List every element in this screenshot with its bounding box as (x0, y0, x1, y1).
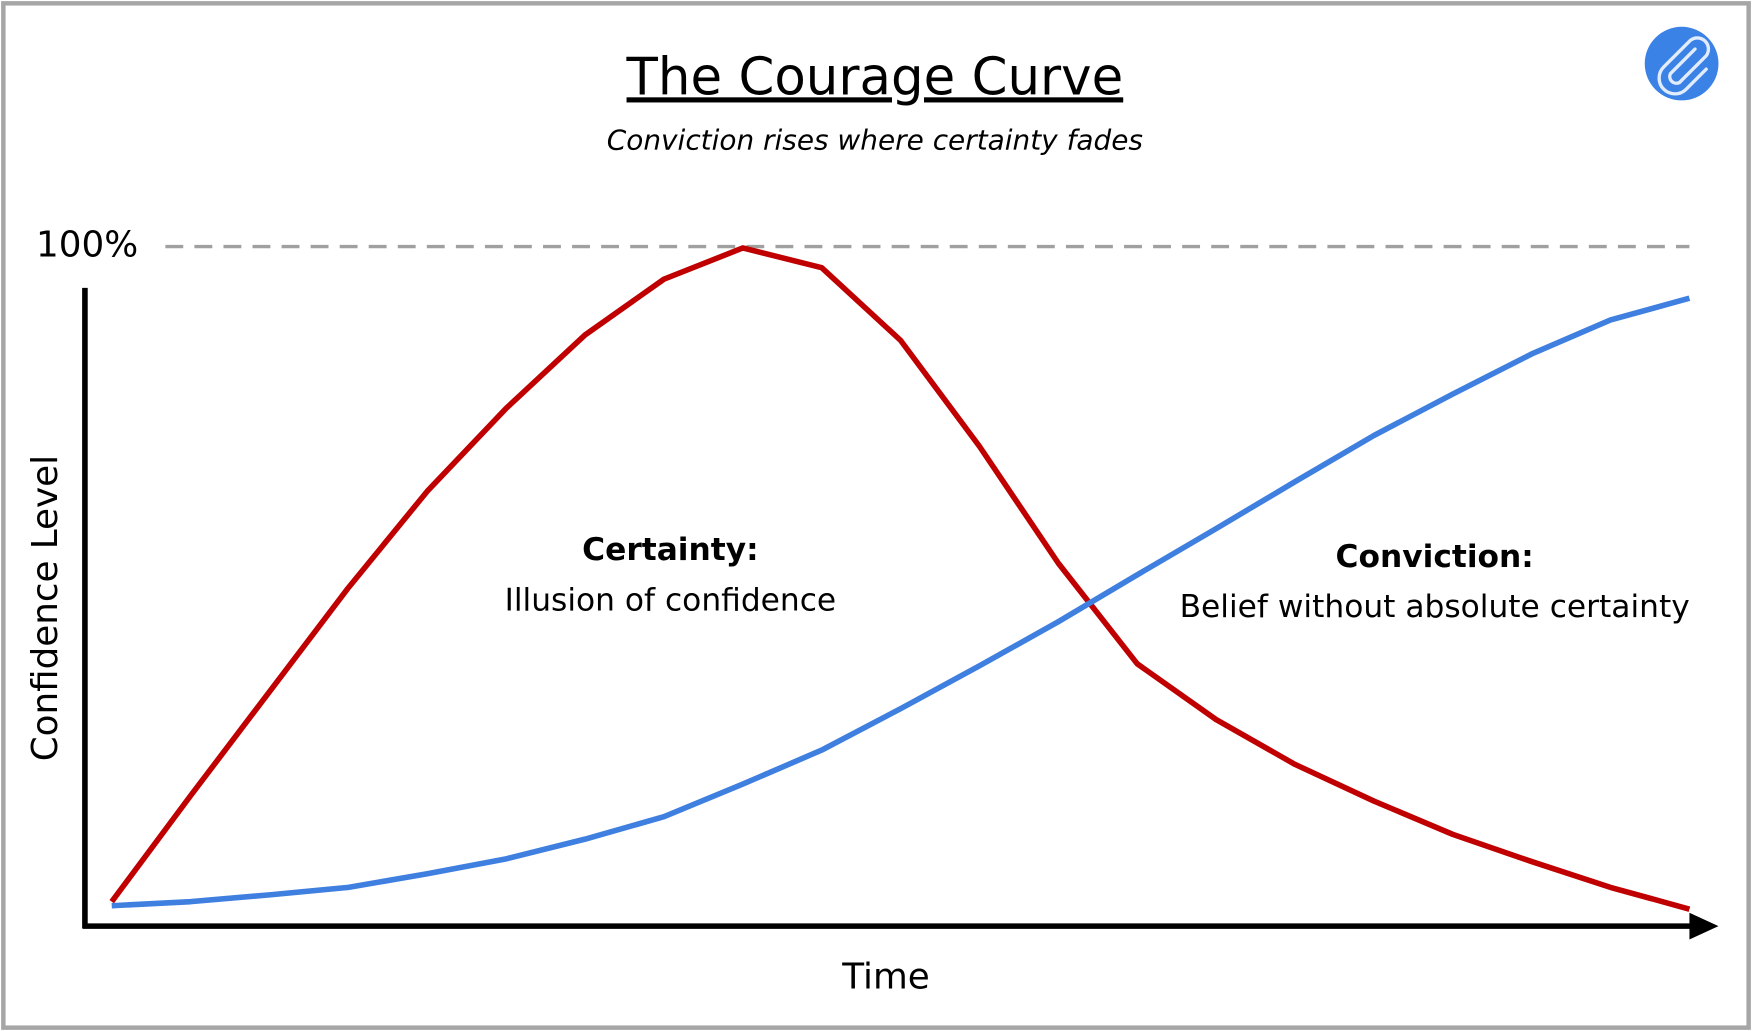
series-description: Belief without absolute certainty (1180, 589, 1690, 625)
x-axis-arrow (1689, 912, 1719, 940)
chart-title: The Courage Curve (626, 47, 1124, 107)
x-axis-label: Time (841, 957, 929, 998)
series-description: Illusion of confidence (505, 582, 837, 618)
attach-button[interactable] (1644, 26, 1719, 101)
chart-subtitle: Conviction rises where certainty fades (607, 124, 1143, 157)
y-axis-label: Confidence Level (25, 455, 66, 761)
y-tick-label: 100% (36, 225, 138, 266)
series-label: Conviction: (1336, 539, 1534, 575)
series-line (111, 295, 1691, 909)
series-line (109, 245, 1691, 912)
series-label: Certainty: (582, 532, 758, 568)
paperclip (1657, 36, 1711, 96)
